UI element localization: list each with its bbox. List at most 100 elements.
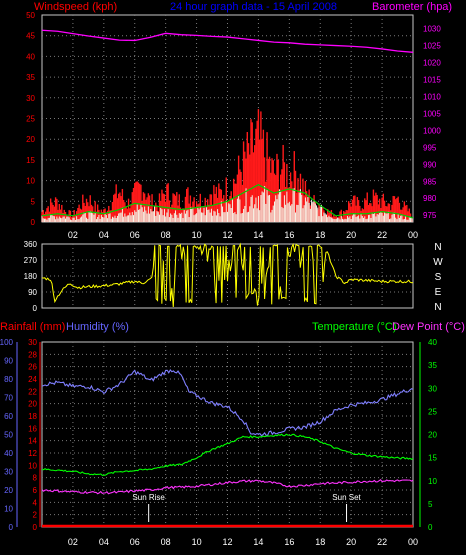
- barometer-tick-label: 980: [423, 194, 437, 203]
- hour-tick-label: 12: [222, 537, 232, 547]
- humidity-tick-label: 70: [4, 394, 13, 403]
- compass-label: S: [435, 272, 442, 283]
- temperature-tick-label: 40: [428, 338, 437, 347]
- hour-tick-label: 14: [253, 537, 263, 547]
- average-wind-line: [41, 184, 414, 219]
- rainfall-tick-label: 24: [28, 375, 37, 384]
- temperature-axis-title: Temperature (°C): [312, 321, 396, 333]
- rainfall-axis-title: Rainfall (mm): [0, 321, 65, 333]
- windspeed-tick-label: 25: [26, 115, 35, 124]
- dewpoint-line: [41, 479, 414, 495]
- humidity-tick-label: 100: [0, 338, 14, 347]
- compass-label: W: [433, 257, 443, 268]
- rainfall-tick-label: 2: [33, 511, 38, 520]
- humidity-tick-label: 80: [4, 375, 13, 384]
- hour-tick-label: 04: [99, 537, 109, 547]
- windspeed-tick-label: 20: [26, 135, 35, 144]
- windspeed-tick-label: 0: [31, 218, 36, 227]
- barometer-tick-label: 1010: [423, 92, 441, 101]
- hour-tick-label: 10: [192, 230, 202, 240]
- humidity-tick-label: 40: [4, 449, 13, 458]
- temperature-tick-label: 5: [428, 500, 433, 509]
- temperature-humidity-panel: 0102030405060708090100024681012141618202…: [0, 338, 437, 547]
- windspeed-tick-label: 15: [26, 156, 35, 165]
- rainfall-tick-label: 12: [28, 449, 37, 458]
- rainfall-tick-label: 10: [28, 461, 37, 470]
- temperature-tick-label: 30: [428, 384, 437, 393]
- hour-tick-label: 10: [192, 537, 202, 547]
- sun-annotation-label: Sun Set: [332, 493, 361, 502]
- dewpoint-axis-title: Dew Point (°C): [392, 321, 465, 333]
- hour-tick-label: 14: [253, 230, 263, 240]
- rainfall-tick-label: 4: [33, 498, 38, 507]
- rainfall-tick-label: 14: [28, 437, 37, 446]
- hour-tick-label: 00: [408, 230, 418, 240]
- temperature-tick-label: 10: [428, 477, 437, 486]
- windspeed-tick-label: 30: [26, 94, 35, 103]
- barometer-line: [41, 29, 414, 53]
- barometer-tick-label: 1025: [423, 42, 441, 51]
- rainfall-tick-label: 18: [28, 412, 37, 421]
- barometer-tick-label: 1015: [423, 75, 441, 84]
- temperature-tick-label: 35: [428, 361, 437, 370]
- windspeed-tick-label: 5: [31, 197, 36, 206]
- hour-tick-label: 04: [99, 230, 109, 240]
- direction-tick-label: 270: [24, 256, 38, 265]
- compass-label: N: [434, 242, 441, 253]
- hour-tick-label: 02: [68, 537, 78, 547]
- hour-tick-label: 00: [408, 537, 418, 547]
- chart-title: 24 hour graph data - 15 April 2008: [170, 1, 337, 13]
- barometer-tick-label: 1020: [423, 59, 441, 68]
- hour-tick-label: 22: [377, 537, 387, 547]
- hour-tick-label: 18: [315, 537, 325, 547]
- barometer-axis-title: Barometer (hpa): [372, 1, 452, 13]
- humidity-tick-label: 20: [4, 486, 13, 495]
- hour-tick-label: 08: [161, 230, 171, 240]
- hour-tick-label: 22: [377, 230, 387, 240]
- rainfall-tick-label: 6: [33, 486, 38, 495]
- direction-tick-label: 360: [24, 240, 38, 249]
- humidity-tick-label: 90: [4, 357, 13, 366]
- hour-tick-label: 18: [315, 230, 325, 240]
- direction-tick-label: 180: [24, 272, 38, 281]
- temperature-line: [41, 433, 414, 476]
- humidity-tick-label: 30: [4, 468, 13, 477]
- compass-label: E: [435, 287, 442, 298]
- barometer-tick-label: 1000: [423, 126, 441, 135]
- humidity-tick-label: 0: [9, 523, 14, 532]
- rainfall-tick-label: 0: [33, 523, 38, 532]
- barometer-tick-label: 990: [423, 160, 437, 169]
- temperature-tick-label: 15: [428, 454, 437, 463]
- rainfall-tick-label: 8: [33, 474, 38, 483]
- barometer-tick-label: 1005: [423, 109, 441, 118]
- rainfall-tick-label: 28: [28, 350, 37, 359]
- hour-tick-label: 08: [161, 537, 171, 547]
- temperature-tick-label: 20: [428, 431, 437, 440]
- compass-label: N: [434, 302, 441, 313]
- hour-tick-label: 06: [130, 230, 140, 240]
- hour-tick-label: 12: [222, 230, 232, 240]
- temperature-tick-label: 0: [428, 523, 433, 532]
- humidity-line: [41, 368, 414, 437]
- windspeed-axis-title: Windspeed (kph): [34, 1, 117, 13]
- hour-tick-label: 06: [130, 537, 140, 547]
- barometer-tick-label: 985: [423, 177, 437, 186]
- rainfall-tick-label: 22: [28, 387, 37, 396]
- hour-tick-label: 20: [346, 230, 356, 240]
- direction-tick-label: 0: [33, 304, 38, 313]
- temperature-tick-label: 25: [428, 407, 437, 416]
- direction-tick-label: 90: [28, 288, 37, 297]
- windspeed-tick-label: 45: [26, 32, 35, 41]
- humidity-tick-label: 60: [4, 412, 13, 421]
- rainfall-tick-label: 26: [28, 363, 37, 372]
- barometer-tick-label: 995: [423, 143, 437, 152]
- humidity-axis-title: Humidity (%): [66, 321, 129, 333]
- humidity-tick-label: 10: [4, 505, 13, 514]
- windspeed-tick-label: 10: [26, 177, 35, 186]
- windspeed-tick-label: 35: [26, 73, 35, 82]
- hour-tick-label: 20: [346, 537, 356, 547]
- sun-annotation-label: Sun Rise: [132, 493, 165, 502]
